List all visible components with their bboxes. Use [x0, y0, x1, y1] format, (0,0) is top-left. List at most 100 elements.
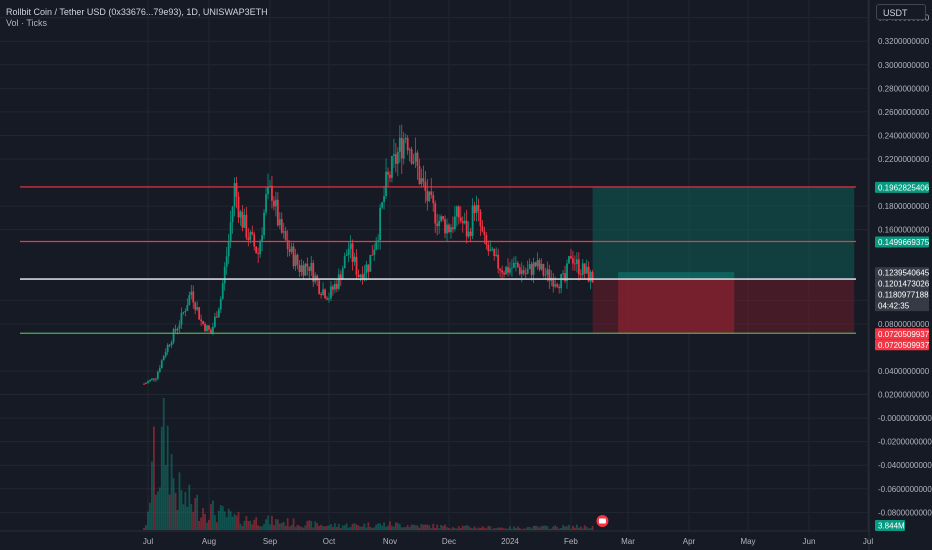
volume-bar	[320, 524, 323, 530]
volume-bar	[548, 528, 551, 530]
candle-body	[489, 249, 492, 252]
volume-bar	[566, 526, 568, 530]
volume-bar	[503, 528, 505, 530]
y-tick-label: 0.3200000000	[878, 37, 930, 46]
time-axis[interactable]: Jul Aug Sep Oct Nov Dec 2024 Feb Mar Apr May Jun Jul	[0, 515, 873, 546]
candle-body	[453, 216, 456, 229]
candle-body	[316, 275, 319, 281]
candle-body	[153, 378, 155, 380]
volume-bar	[398, 524, 401, 530]
candle-body	[572, 258, 574, 264]
candle-body	[416, 152, 419, 166]
volume-bar	[514, 528, 517, 530]
candle-body	[497, 254, 500, 269]
volume-indicator-label[interactable]: Vol · Ticks	[6, 18, 48, 28]
volume-bar	[219, 505, 222, 530]
candle-body	[271, 185, 273, 201]
volume-bar	[217, 510, 220, 530]
candle-body	[168, 344, 171, 346]
candle-body	[349, 243, 352, 249]
candle-body	[282, 231, 285, 233]
candle-body	[487, 244, 490, 252]
y-tick-label: 0.1600000000	[878, 226, 930, 235]
candle-body	[410, 149, 413, 164]
volume-bar	[481, 526, 484, 530]
volume-bar	[396, 522, 399, 530]
candle-body	[269, 185, 271, 187]
x-tick-label: May	[740, 537, 755, 546]
volume-bars	[143, 398, 594, 530]
candle-body	[192, 291, 195, 303]
candle-body	[552, 277, 555, 287]
y-tick-label: -0.0000000000	[878, 414, 932, 423]
candle-body	[589, 271, 592, 282]
volume-bar	[302, 527, 305, 530]
candle-body	[143, 383, 145, 385]
candle-body	[391, 155, 393, 178]
candle-body	[273, 200, 275, 207]
volume-bar	[351, 523, 354, 530]
candle-body	[355, 256, 358, 275]
volume-bar	[489, 526, 492, 530]
price-label-box	[875, 339, 929, 351]
candle-body	[276, 199, 279, 226]
volume-bar	[282, 521, 285, 530]
volume-bar	[314, 521, 317, 530]
candle-body	[369, 254, 372, 272]
candle-body	[371, 254, 374, 256]
candle-body	[501, 270, 503, 273]
price-labels: 0.1962825406 0.1499669375 0.1239540645 0.12…	[875, 181, 930, 531]
candle-body	[280, 219, 283, 233]
candle-body	[186, 305, 189, 311]
volume-bar	[198, 520, 201, 530]
candle-body	[481, 226, 484, 232]
volume-bar	[200, 517, 203, 530]
candle-body	[284, 231, 287, 241]
volume-bar	[330, 524, 332, 530]
candle-body	[467, 231, 470, 237]
candle-body	[341, 268, 344, 280]
volume-bar	[493, 528, 496, 530]
volume-label-box	[875, 520, 905, 531]
candle-body	[176, 328, 179, 331]
volume-bar	[337, 523, 340, 530]
candle-body	[261, 235, 263, 243]
y-tick-label: 0.0400000000	[878, 367, 930, 376]
candle-body	[294, 254, 297, 267]
candle-body	[247, 237, 250, 240]
volume-bar	[257, 525, 260, 530]
candle-body	[149, 379, 151, 382]
volume-bar	[239, 523, 242, 530]
volume-bar	[483, 527, 486, 530]
x-tick-label: 2024	[501, 537, 519, 546]
candle-body	[450, 227, 452, 233]
x-tick-label: Jul	[143, 537, 153, 546]
volume-bar	[225, 517, 228, 530]
candle-body	[361, 274, 364, 280]
volume-bar	[459, 528, 462, 530]
candle-body	[243, 214, 246, 228]
candle-body	[463, 220, 466, 224]
currency-button[interactable]: USDT	[876, 4, 926, 20]
candle-body	[566, 263, 568, 281]
candle-body	[448, 224, 450, 233]
candle-body	[212, 326, 214, 334]
volume-bar	[544, 525, 547, 530]
candle-body	[337, 274, 340, 289]
candle-body	[359, 274, 362, 278]
volume-bar	[215, 522, 218, 530]
candle-body	[511, 267, 513, 269]
volume-bar	[166, 425, 169, 530]
candle-body	[424, 181, 427, 191]
volume-bar	[581, 528, 584, 530]
volume-bar	[312, 527, 315, 530]
volume-bar	[509, 526, 511, 530]
candle-body	[560, 274, 563, 289]
volume-bar	[326, 525, 328, 530]
volume-bar	[400, 527, 403, 530]
candle-body	[396, 151, 399, 164]
candle-body	[351, 243, 354, 262]
candle-body	[182, 311, 185, 313]
price-label-text: 0.1962825406	[878, 183, 930, 192]
